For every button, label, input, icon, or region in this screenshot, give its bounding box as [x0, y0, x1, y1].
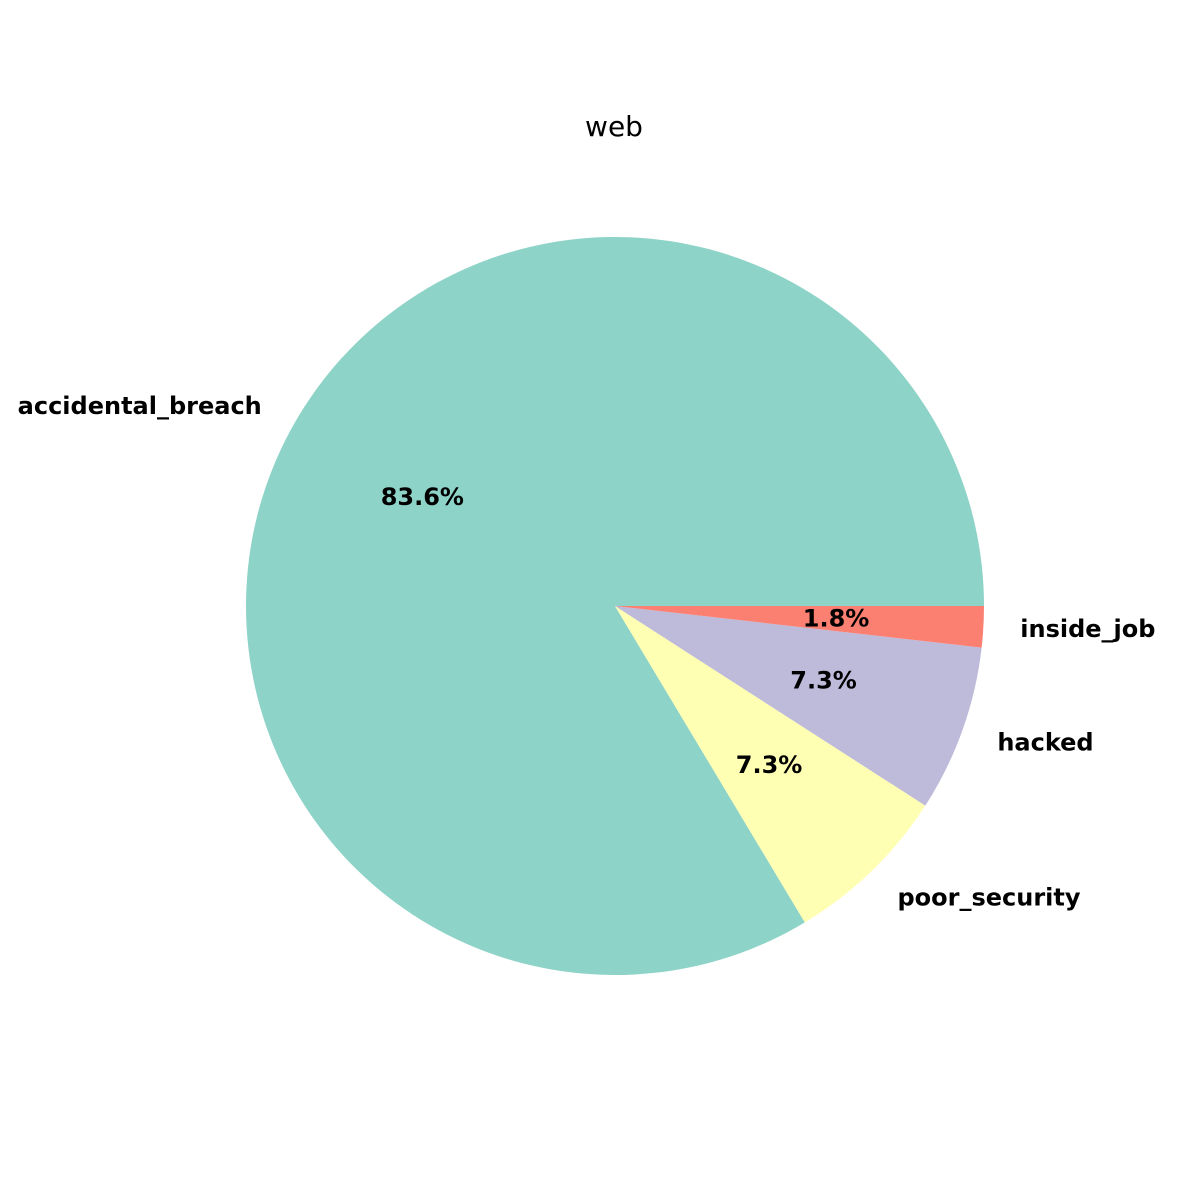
slice-label-inside-job: inside_job: [1020, 615, 1155, 643]
pie-slices: [246, 237, 984, 975]
pie-slice-hacked: [615, 606, 982, 806]
slice-label-accidental-breach: accidental_breach: [18, 392, 262, 420]
pie-slice-inside-job: [615, 606, 984, 648]
slice-percent-poor-security: 7.3%: [736, 751, 803, 779]
slice-percent-accidental-breach: 83.6%: [381, 483, 464, 511]
slice-percent-inside-job: 1.8%: [803, 605, 870, 633]
slice-label-poor-security: poor_security: [897, 883, 1080, 911]
pie-slice-poor-security: [615, 606, 926, 923]
slice-label-hacked: hacked: [997, 728, 1093, 756]
pie-labels: accidental_breach 83.6% poor_security 7.3% h…: [18, 392, 1156, 911]
slice-percent-hacked: 7.3%: [790, 666, 857, 694]
chart-title: web: [585, 110, 643, 143]
